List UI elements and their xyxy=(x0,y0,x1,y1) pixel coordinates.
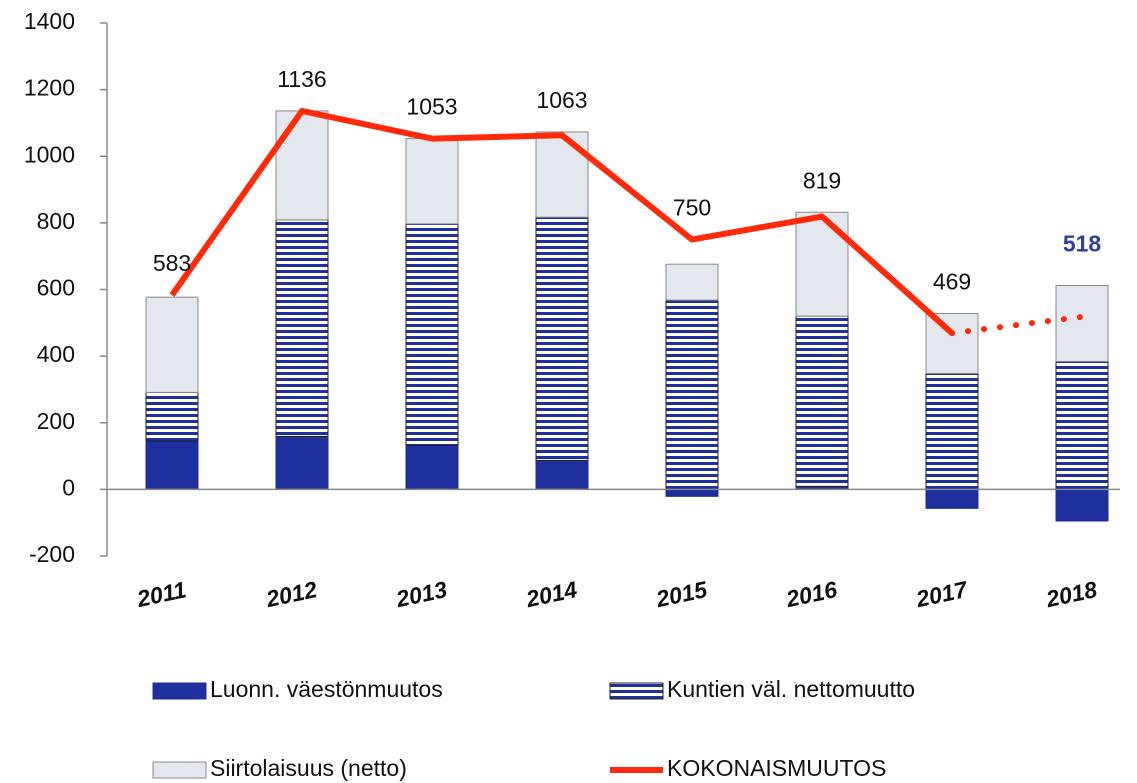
bar-segment xyxy=(145,440,199,490)
x-tick-label: 2017 xyxy=(913,576,971,613)
y-tick-label: 1400 xyxy=(24,8,75,34)
y-tick-label: -200 xyxy=(29,541,75,567)
x-tick-label: 2015 xyxy=(653,576,711,613)
legend-label: KOKONAISMUUTOS xyxy=(667,755,886,781)
bar-segment xyxy=(795,211,849,317)
x-tick-label: 2012 xyxy=(263,576,320,612)
bar-segment xyxy=(1055,360,1109,490)
data-label: 1053 xyxy=(406,94,457,120)
total-line-dotted xyxy=(949,313,1085,337)
bar-segment xyxy=(275,435,329,490)
bar-segment xyxy=(405,444,459,490)
bar-segment xyxy=(925,312,979,374)
bar-segment xyxy=(665,263,719,301)
y-tick-label: 800 xyxy=(37,208,75,234)
bar-segment xyxy=(275,219,329,437)
bar-segment xyxy=(145,391,199,442)
data-label: 583 xyxy=(153,250,191,276)
total-line xyxy=(169,107,955,336)
y-tick-label: 0 xyxy=(62,474,75,500)
bar-segment xyxy=(405,138,459,225)
bar-segment xyxy=(535,459,589,490)
bar-segment xyxy=(535,216,589,461)
data-label: 469 xyxy=(933,269,971,295)
bar-segment xyxy=(1055,285,1109,362)
legend-label: Luonn. väestönmuutos xyxy=(210,676,443,702)
x-tick-label: 2011 xyxy=(134,576,189,612)
bar-segment xyxy=(535,131,589,218)
x-tick-label: 2013 xyxy=(393,576,450,612)
y-tick-label: 600 xyxy=(37,275,75,301)
bar-segment xyxy=(925,488,979,509)
x-tick-label: 2014 xyxy=(523,576,580,612)
legend-swatch xyxy=(609,682,664,700)
legend-label: Siirtolaisuus (netto) xyxy=(210,755,407,781)
bar-segment xyxy=(405,223,459,446)
bar-segment xyxy=(925,372,979,490)
data-label: 1136 xyxy=(277,66,326,92)
bar-segment xyxy=(1055,488,1109,522)
bar-segment xyxy=(145,296,199,393)
legend-swatch xyxy=(152,761,207,779)
bar-segment xyxy=(795,315,849,487)
bar-segment xyxy=(665,299,719,490)
legend-swatch xyxy=(152,682,207,700)
x-tick-label: 2016 xyxy=(783,576,840,612)
y-tick-label: 400 xyxy=(37,341,75,367)
y-tick-label: 1200 xyxy=(24,75,75,101)
bar-segment xyxy=(665,488,719,497)
data-label: 518 xyxy=(1063,231,1102,257)
data-label: 819 xyxy=(803,167,841,193)
y-tick-label: 200 xyxy=(37,408,75,434)
bar-segment xyxy=(275,110,329,221)
legend-label: Kuntien väl. nettomuutto xyxy=(667,676,915,702)
data-label: 750 xyxy=(673,195,711,221)
y-tick-label: 1000 xyxy=(24,141,75,167)
x-tick-label: 2018 xyxy=(1043,576,1100,612)
data-label: 1063 xyxy=(536,87,587,113)
